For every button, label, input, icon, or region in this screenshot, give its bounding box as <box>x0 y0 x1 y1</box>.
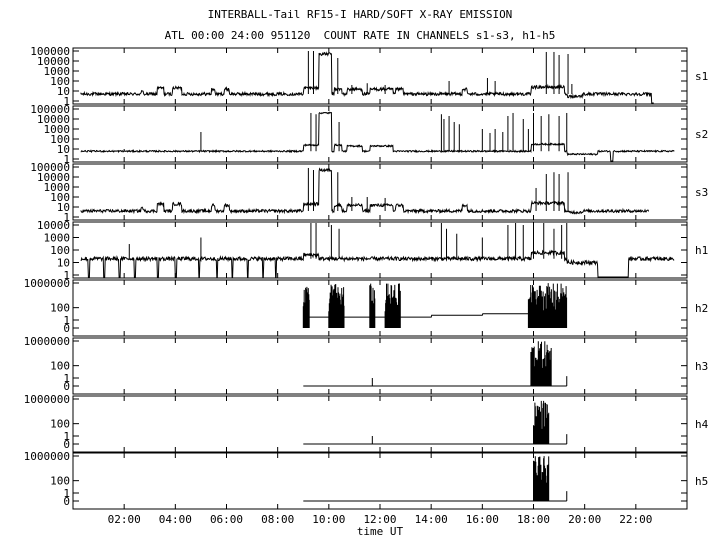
xtick-label: 06:00 <box>210 513 243 526</box>
ytick-label-h3: 0 <box>63 380 70 393</box>
ytick-label-s1: 10000 <box>37 55 70 68</box>
ytick-label-s3: 100000 <box>30 161 70 174</box>
ytick-label-h5: 1 <box>63 487 70 500</box>
ytick-label-h3: 1000000 <box>24 335 70 348</box>
panel-frame-h2 <box>72 279 688 337</box>
ytick-label-h1: 10000 <box>37 219 70 232</box>
ytick-label-h5: 0 <box>63 495 70 508</box>
ytick-label-h2: 0 <box>63 322 70 335</box>
xtick-label: 04:00 <box>159 513 192 526</box>
ytick-label-s3: 1000 <box>44 181 71 194</box>
xtick-label: 08:00 <box>261 513 294 526</box>
ytick-label-h4: 100 <box>50 418 70 431</box>
ytick-label-s2: 100 <box>50 133 70 146</box>
xtick-label: 02:00 <box>108 513 141 526</box>
ytick-label-s1: 100000 <box>30 45 70 58</box>
channel-label-h2: h2 <box>695 302 708 315</box>
ytick-label-h2: 1000000 <box>24 277 70 290</box>
ytick-label-s2: 10 <box>57 143 70 156</box>
ytick-label-s3: 1 <box>63 211 70 224</box>
burst-h2 <box>384 283 401 328</box>
burst-h2 <box>527 283 568 328</box>
ytick-label-s1: 1 <box>63 95 70 108</box>
xtick-label: 18:00 <box>517 513 550 526</box>
x-axis-label: time UT <box>357 525 404 538</box>
panel-frame-h1 <box>72 221 688 279</box>
ytick-label-h4: 1 <box>63 430 70 443</box>
burst-h3 <box>530 341 552 386</box>
burst-h5 <box>533 456 550 501</box>
ytick-label-h1: 1 <box>63 269 70 282</box>
xtick-label: 16:00 <box>466 513 499 526</box>
ytick-label-s3: 10 <box>57 201 70 214</box>
series-s2 <box>80 111 675 162</box>
ytick-label-s2: 1 <box>63 153 70 166</box>
ytick-label-s1: 10 <box>57 85 70 98</box>
ytick-label-h3: 100 <box>50 360 70 373</box>
chart-title: INTERBALL-Tail RF15-I HARD/SOFT X-RAY EM… <box>207 8 513 21</box>
ytick-label-h5: 1000000 <box>24 450 70 463</box>
burst-h2 <box>328 284 345 328</box>
channel-label-h5: h5 <box>695 475 708 488</box>
ytick-label-h2: 1 <box>63 314 70 327</box>
ytick-label-h1: 10 <box>57 257 70 270</box>
xtick-label: 20:00 <box>568 513 601 526</box>
chart-subtitle: ATL 00:00 24:00 951120 COUNT RATE IN CHA… <box>164 29 556 42</box>
channel-label-s1: s1 <box>695 70 708 83</box>
series-h1 <box>80 249 675 278</box>
xtick-label: 12:00 <box>363 513 396 526</box>
channel-label-s3: s3 <box>695 186 708 199</box>
series-h2 <box>303 313 567 318</box>
ytick-label-s2: 1000 <box>44 123 71 136</box>
burst-h4 <box>533 400 550 444</box>
xtick-label: 14:00 <box>415 513 448 526</box>
ytick-label-h1: 1000 <box>44 232 71 245</box>
ytick-label-h1: 100 <box>50 244 70 257</box>
ytick-label-h2: 100 <box>50 302 70 315</box>
ytick-label-h3: 1 <box>63 372 70 385</box>
channel-label-h4: h4 <box>695 418 709 431</box>
ytick-label-s2: 10000 <box>37 113 70 126</box>
channel-label-h1: h1 <box>695 244 708 257</box>
burst-h2 <box>302 286 310 328</box>
panel-frame-s1 <box>72 47 688 105</box>
ytick-label-s1: 1000 <box>44 65 71 78</box>
ytick-label-s1: 100 <box>50 75 70 88</box>
channel-label-s2: s2 <box>695 128 708 141</box>
ytick-label-h5: 100 <box>50 475 70 488</box>
burst-h2 <box>369 283 376 328</box>
ytick-label-h4: 1000000 <box>24 393 70 406</box>
channel-label-h3: h3 <box>695 360 708 373</box>
series-s3 <box>80 167 650 215</box>
ytick-label-h4: 0 <box>63 438 70 451</box>
xtick-label: 22:00 <box>619 513 652 526</box>
ytick-label-s2: 100000 <box>30 103 70 116</box>
ytick-label-s3: 10000 <box>37 171 70 184</box>
ytick-label-s3: 100 <box>50 191 70 204</box>
xtick-label: 10:00 <box>312 513 345 526</box>
